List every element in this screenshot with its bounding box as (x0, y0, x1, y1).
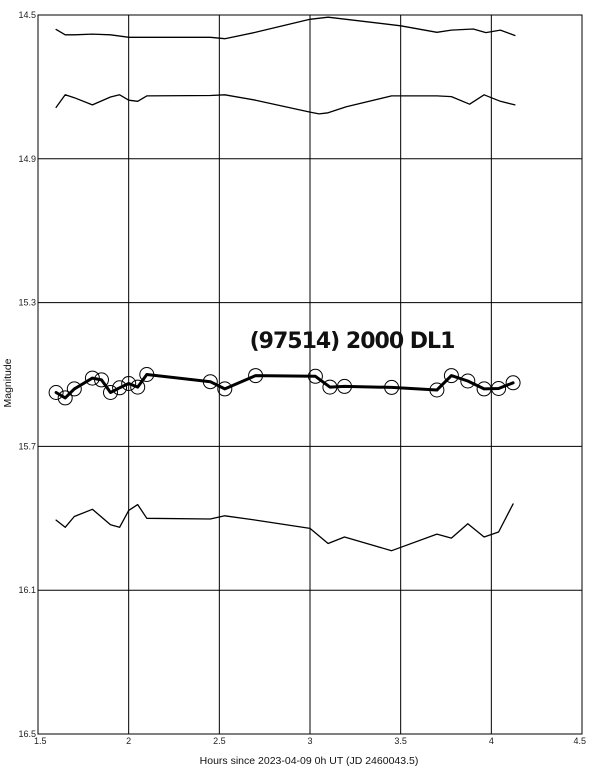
y-axis-label: Magnitude (2, 358, 14, 407)
data-point-marker (307, 368, 323, 384)
data-point-marker (66, 381, 82, 397)
x-tick-label: 2 (126, 736, 131, 746)
plot-frame (37, 14, 583, 735)
x-tick-label: 2.5 (213, 736, 226, 746)
y-tick-label: 16.5 (18, 729, 36, 739)
x-tick-label: 3.5 (394, 736, 407, 746)
grid-layer (38, 15, 582, 734)
data-point-marker (476, 381, 492, 397)
data-point-marker (505, 375, 521, 391)
data-point-marker (202, 374, 218, 390)
x-tick-label: 4 (489, 736, 494, 746)
y-tick-label: 14.5 (18, 10, 36, 20)
data-point-marker (48, 385, 64, 400)
series-layer (54, 16, 516, 552)
x-tick-label: 4.5 (573, 736, 586, 746)
data-point-marker (84, 370, 100, 386)
data-point-marker (429, 382, 445, 398)
data-point-marker (94, 372, 109, 388)
x-tick-label: 3 (307, 736, 312, 746)
data-point-marker (130, 379, 146, 395)
data-point-marker (322, 379, 338, 395)
comparison-series-line (55, 16, 516, 40)
x-axis-label: Hours since 2023-04-09 0h UT (JD 2460043… (200, 755, 419, 767)
y-tick-label: 15.3 (18, 298, 36, 308)
y-tick-label: 15.7 (18, 441, 36, 451)
data-point-marker (139, 367, 155, 382)
marker-layer (48, 367, 521, 406)
comparison-series-line (55, 503, 514, 552)
data-point-marker (384, 379, 400, 395)
y-tick-label: 14.9 (18, 154, 36, 164)
data-point-marker (103, 385, 118, 400)
data-point-marker (460, 373, 476, 389)
target-series-line (54, 373, 515, 400)
data-point-marker (217, 381, 233, 397)
data-point-marker (112, 380, 128, 396)
data-point-marker (443, 368, 459, 384)
data-point-marker (491, 381, 507, 396)
chart-title: (97514) 2000 DL1 (250, 329, 455, 354)
data-point-marker (248, 368, 264, 384)
y-tick-label: 16.1 (18, 585, 36, 595)
data-point-marker (121, 376, 137, 391)
x-tick-label: 1.5 (34, 736, 47, 746)
data-point-marker (57, 390, 73, 406)
data-point-marker (337, 378, 352, 394)
tick-layer: 1.5 2 2.5 3 3.5 4 4.5 14.5 14.9 15.3 15.7 16.1 16.5 (18, 10, 586, 746)
comparison-series-line (55, 94, 516, 115)
